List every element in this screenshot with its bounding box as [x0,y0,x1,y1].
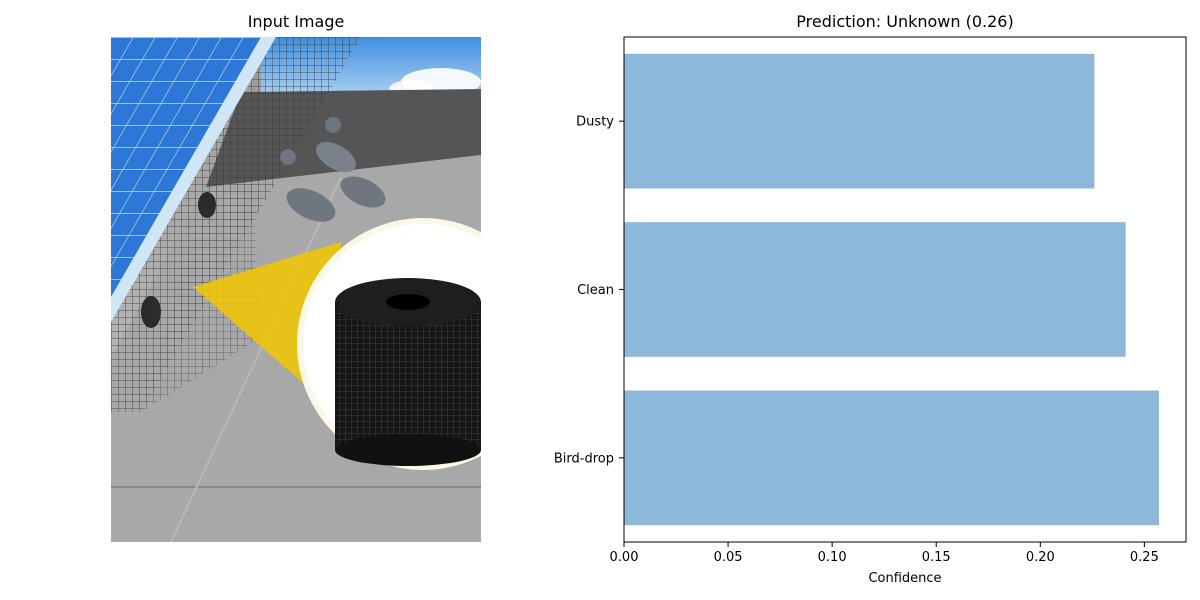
x-tick-label: 0.25 [1130,550,1159,565]
input-image-title: Input Image [247,12,345,31]
x-tick-label: 0.00 [610,550,639,565]
bar-clean [624,222,1126,357]
input-image [111,37,481,542]
bar-dusty [624,53,1095,189]
x-tick-label: 0.05 [714,550,743,565]
x-tick-label: 0.10 [818,550,847,565]
y-tick-label: Clean [577,283,614,298]
y-tick-label: Bird-drop [554,451,614,466]
prediction-title: Prediction: Unknown (0.26) [796,12,1014,31]
x-tick-label: 0.20 [1026,550,1055,565]
x-axis-label: Confidence [868,571,941,586]
y-tick-label: Dusty [576,115,614,130]
x-tick-label: 0.15 [922,550,951,565]
bar-bird-drop [624,390,1159,526]
